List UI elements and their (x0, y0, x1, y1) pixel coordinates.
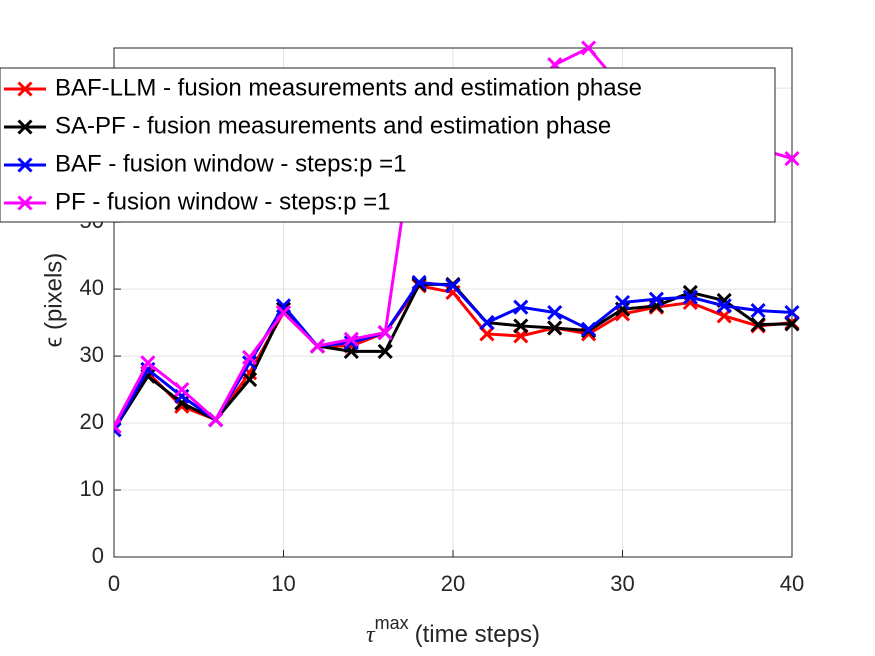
marker (750, 317, 766, 333)
marker (242, 371, 258, 388)
marker (309, 338, 325, 354)
x-axis-label: τmax (time steps) (366, 613, 540, 649)
y-tick-label: 40 (80, 275, 104, 300)
marker (479, 315, 495, 331)
marker (343, 331, 359, 347)
x-tick-label: 20 (441, 571, 465, 596)
x-label-text: (time steps) (415, 621, 540, 648)
x-tick-label: 0 (108, 571, 120, 596)
legend-marker (17, 157, 33, 173)
marker (479, 326, 495, 342)
marker (114, 418, 122, 434)
marker (513, 318, 529, 334)
x-label-superscript: max (375, 613, 409, 633)
axes-box (113, 47, 793, 558)
marker (716, 298, 732, 314)
marker (750, 302, 766, 319)
marker (581, 321, 597, 337)
marker (377, 343, 393, 359)
marker (208, 412, 224, 428)
legend: BAF-LLM - fusion measurements and estima… (0, 67, 776, 223)
x-tick-label: 10 (271, 571, 295, 596)
x-tick-label: 40 (780, 571, 804, 596)
marker (581, 40, 597, 56)
y-tick-label: 20 (80, 409, 104, 434)
legend-box (0, 67, 776, 223)
y-tick-label: 10 (80, 476, 104, 501)
y-tick-label: 30 (80, 342, 104, 367)
x-tick-label: 30 (610, 571, 634, 596)
marker (411, 274, 427, 290)
marker (377, 325, 393, 341)
marker (784, 150, 800, 167)
legend-marker (17, 81, 33, 97)
marker (174, 382, 190, 398)
marker (140, 355, 156, 371)
marker (275, 304, 292, 321)
marker (784, 316, 800, 332)
marker (614, 294, 631, 311)
marker (784, 304, 800, 321)
marker (445, 278, 461, 294)
marker (547, 304, 563, 321)
marker (114, 422, 122, 438)
x-label-symbol: τ (366, 622, 376, 648)
marker (242, 349, 258, 365)
marker (682, 289, 698, 305)
legend-label: BAF - fusion window - steps:p =1 (55, 150, 407, 177)
y-tick-label: 0 (92, 543, 104, 568)
legend-marker (17, 119, 33, 135)
y-axis-label: ϵ (pixels) (40, 253, 67, 348)
legend-marker (17, 195, 33, 211)
legend-label: BAF-LLM - fusion measurements and estima… (55, 74, 642, 101)
marker (547, 320, 563, 336)
legend-label: PF - fusion window - steps:p =1 (55, 188, 390, 215)
legend-label: SA-PF - fusion measurements and estimati… (55, 112, 611, 139)
marker (648, 291, 664, 307)
marker (513, 299, 529, 315)
